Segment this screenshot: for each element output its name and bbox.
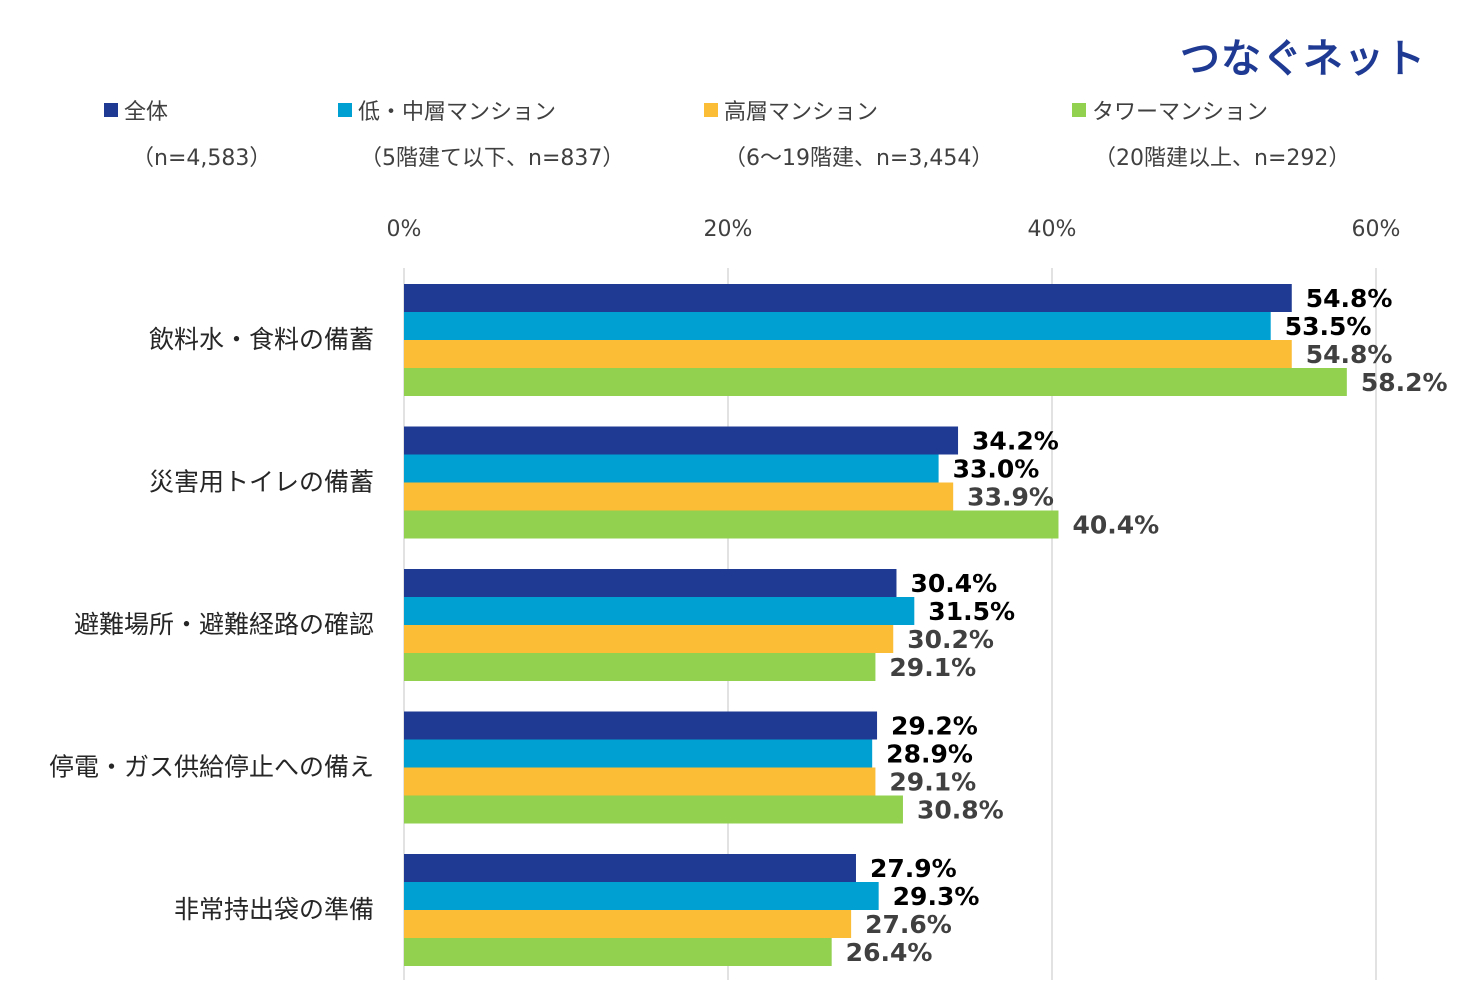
legend-sample-size: （6～19階建、n=3,454） [724, 146, 994, 171]
data-label: 33.0% [953, 455, 1040, 484]
legend-item-low-mid: 低・中層マンション （5階建て以下、n=837） [338, 94, 624, 171]
data-label: 29.1% [889, 653, 976, 682]
legend-item-all: 全体 （n=4,583） [104, 94, 271, 171]
data-label: 28.9% [886, 740, 973, 769]
bar [404, 510, 1059, 539]
data-label: 40.4% [1072, 511, 1159, 540]
data-label: 29.1% [889, 768, 976, 797]
bar [404, 454, 939, 483]
bar [404, 711, 878, 740]
data-label: 30.2% [907, 625, 994, 654]
bar [404, 882, 879, 910]
x-tick-label: 0% [387, 217, 422, 242]
bar [404, 426, 959, 455]
category-label: 停電・ガス供給停止への備え [49, 753, 374, 782]
category-label: 災害用トイレの備蓄 [149, 468, 374, 497]
bar [404, 597, 915, 625]
bar [404, 854, 856, 882]
legend-label: 高層マンション [724, 100, 879, 125]
x-tick-label: 60% [1352, 217, 1401, 242]
data-label: 30.8% [917, 796, 1004, 825]
bar [404, 482, 954, 511]
legend-sample-size: （n=4,583） [132, 146, 272, 171]
bar [404, 767, 876, 796]
legend-swatch [704, 103, 718, 117]
legend-label: タワーマンション [1092, 100, 1269, 125]
bar [404, 739, 873, 768]
category-label: 避難場所・避難経路の確認 [74, 610, 374, 639]
data-label: 54.8% [1306, 284, 1393, 313]
data-label: 53.5% [1285, 312, 1372, 341]
category-label: 飲料水・食料の備蓄 [149, 325, 374, 354]
data-label: 29.3% [893, 882, 980, 911]
data-label: 27.9% [870, 854, 957, 883]
data-label: 27.6% [865, 910, 952, 939]
category-label: 非常持出袋の準備 [174, 895, 374, 924]
data-label: 34.2% [972, 427, 1059, 456]
data-label: 58.2% [1361, 368, 1448, 397]
bar [404, 569, 897, 597]
bar [404, 284, 1292, 312]
legend-label: 全体 [124, 100, 169, 125]
legend-swatch [1072, 103, 1086, 117]
legend-item-tower: タワーマンション （20階建以上、n=292） [1072, 94, 1350, 171]
legend-sample-size: （20階建以上、n=292） [1094, 146, 1351, 171]
legend-swatch [104, 103, 118, 117]
bar [404, 368, 1347, 396]
bar [404, 312, 1271, 340]
data-label: 54.8% [1306, 340, 1393, 369]
bar [404, 938, 832, 966]
legend-label: 低・中層マンション [358, 100, 557, 125]
bar [404, 653, 876, 681]
data-label: 33.9% [967, 483, 1054, 512]
brand-logo: つなぐネット [1180, 36, 1426, 82]
legend-sample-size: （5階建て以下、n=837） [360, 146, 625, 171]
bar [404, 910, 852, 938]
x-tick-label: 40% [1028, 217, 1077, 242]
legend-swatch [338, 103, 352, 117]
bar [404, 795, 903, 824]
legend-item-high-rise: 高層マンション （6～19階建、n=3,454） [704, 94, 993, 171]
data-label: 29.2% [891, 712, 978, 741]
data-label: 30.4% [910, 569, 997, 598]
x-tick-label: 20% [704, 217, 753, 242]
data-label: 26.4% [846, 938, 933, 967]
bar [404, 340, 1292, 368]
data-label: 31.5% [928, 597, 1015, 626]
bar [404, 625, 894, 653]
